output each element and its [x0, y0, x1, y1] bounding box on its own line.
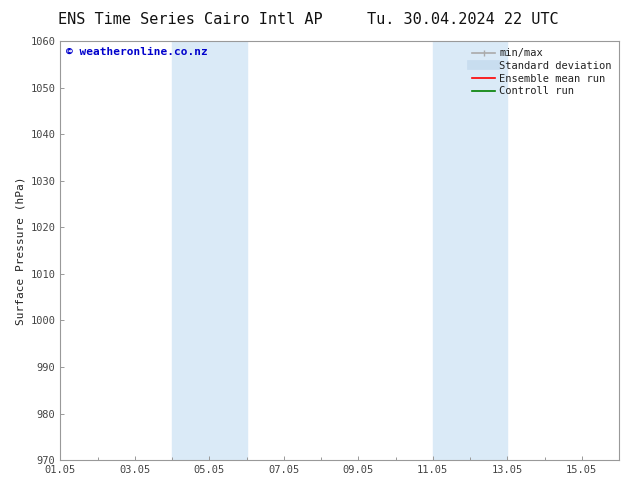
Y-axis label: Surface Pressure (hPa): Surface Pressure (hPa) — [15, 176, 25, 325]
Bar — [172, 41, 247, 460]
Text: © weatheronline.co.nz: © weatheronline.co.nz — [66, 48, 208, 57]
Bar — [433, 41, 507, 460]
Text: Tu. 30.04.2024 22 UTC: Tu. 30.04.2024 22 UTC — [367, 12, 559, 27]
Text: ENS Time Series Cairo Intl AP: ENS Time Series Cairo Intl AP — [58, 12, 323, 27]
Legend: min/max, Standard deviation, Ensemble mean run, Controll run: min/max, Standard deviation, Ensemble me… — [470, 46, 614, 98]
